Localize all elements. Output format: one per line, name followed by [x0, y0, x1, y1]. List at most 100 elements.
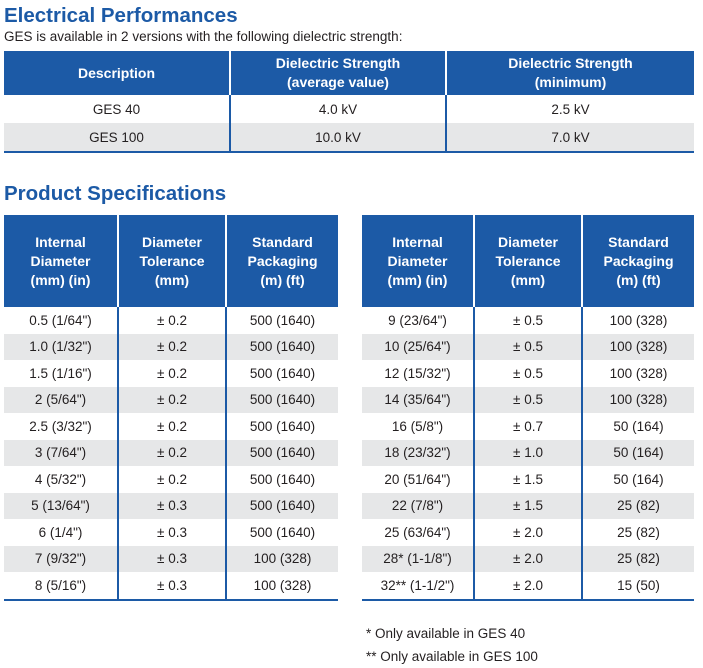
footnotes: * Only available in GES 40 ** Only avail…: [366, 622, 538, 668]
table-cell: 500 (1640): [225, 492, 338, 519]
table-header-row: Internal Diameter (mm) (in) Diameter Tol…: [362, 215, 694, 307]
table-cell: ± 0.2: [117, 307, 226, 334]
table-row: 20 (51/64") ± 1.5 50 (164): [362, 466, 694, 493]
table-cell: 0.5 (1/64"): [29, 312, 92, 328]
table-row: 0.5 (1/64") ± 0.2 500 (1640): [4, 307, 338, 334]
table-cell: GES 100: [4, 123, 230, 153]
table-cell: ± 0.3: [117, 492, 226, 519]
table-cell: 500 (1640): [225, 439, 338, 466]
table-cell: ± 0.3: [117, 572, 226, 601]
table-cell: 500 (1640): [225, 386, 338, 413]
table-cell: 16 (5/8"): [391, 418, 444, 434]
column-header: Standard Packaging (m) (ft): [225, 215, 338, 307]
table-cell: 12 (15/32"): [384, 365, 451, 381]
table-row: 1.5 (1/16") ± 0.2 500 (1640): [4, 360, 338, 387]
table-cell: 22 (7/8"): [362, 492, 474, 519]
table-cell: ± 2.0: [473, 572, 582, 601]
column-header: Dielectric Strength (minimum): [445, 51, 694, 95]
table-cell: 500 (1640): [225, 466, 338, 493]
table-row: 7 (9/32") ± 0.3 100 (328): [4, 545, 338, 572]
table-cell: 500 (1640): [225, 413, 338, 440]
table-cell: 32** (1-1/2"): [362, 572, 474, 601]
table-cell: 100 (328): [581, 360, 694, 387]
table-cell: ± 0.5: [473, 360, 582, 387]
table-cell: ± 1.5: [473, 466, 582, 493]
table-cell: ± 0.2: [117, 386, 226, 413]
table-cell: ± 2.0: [473, 519, 582, 546]
table-row: 8 (5/16") ± 0.3 100 (328): [4, 572, 338, 601]
table-cell: ± 0.2: [117, 466, 226, 493]
dielectric-strength-table: Description Dielectric Strength (average…: [4, 51, 694, 153]
table-cell: 500 (1640): [225, 360, 338, 387]
table-row: 5 (13/64") ± 0.3 500 (1640): [4, 492, 338, 519]
table-row: 25 (63/64") ± 2.0 25 (82): [362, 519, 694, 546]
electrical-subtitle: GES is available in 2 versions with the …: [4, 29, 403, 44]
table-cell: 500 (1640): [225, 333, 338, 360]
table-row: GES 100 10.0 kV 7.0 kV: [4, 123, 694, 153]
column-header: Description: [4, 51, 230, 95]
table-row: 1.0 (1/32") ± 0.2 500 (1640): [4, 333, 338, 360]
table-row: 10 (25/64") ± 0.5 100 (328): [362, 333, 694, 360]
table-header-row: Internal Diameter (mm) (in) Diameter Tol…: [4, 215, 338, 307]
table-cell: 10 (25/64"): [362, 333, 474, 360]
table-cell: GES 40: [92, 101, 141, 117]
table-row: 16 (5/8") ± 0.7 50 (164): [362, 413, 694, 440]
table-cell: 100 (328): [225, 545, 338, 572]
table-cell: ± 0.2: [117, 333, 226, 360]
electrical-performances-title: Electrical Performances: [4, 4, 238, 27]
table-cell: 28* (1-1/8"): [362, 545, 474, 572]
table-cell: ± 1.5: [473, 492, 582, 519]
table-cell: 8 (5/16"): [4, 572, 118, 601]
column-header: Internal Diameter (mm) (in): [4, 215, 118, 307]
table-row: 14 (35/64") ± 0.5 100 (328): [362, 386, 694, 413]
table-cell: ± 1.0: [473, 439, 582, 466]
table-cell: ± 2.0: [473, 545, 582, 572]
table-row: 4 (5/32") ± 0.2 500 (1640): [4, 466, 338, 493]
product-specifications-title: Product Specifications: [4, 182, 227, 205]
table-row: 18 (23/32") ± 1.0 50 (164): [362, 439, 694, 466]
table-row: 3 (7/64") ± 0.2 500 (1640): [4, 439, 338, 466]
table-cell: 18 (23/32"): [362, 439, 474, 466]
table-cell: ± 0.7: [473, 413, 582, 440]
table-cell: ± 0.5: [473, 333, 582, 360]
column-header: Diameter Tolerance (mm): [117, 215, 226, 307]
table-row: 22 (7/8") ± 1.5 25 (82): [362, 492, 694, 519]
table-cell: 1.0 (1/32"): [4, 333, 118, 360]
table-cell: ± 0.2: [117, 413, 226, 440]
footnote: * Only available in GES 40: [366, 626, 526, 641]
column-header: Standard Packaging (m) (ft): [581, 215, 694, 307]
table-cell: 500 (1640): [225, 519, 338, 546]
table-cell: 14 (35/64"): [362, 386, 474, 413]
column-header: Diameter Tolerance (mm): [473, 215, 582, 307]
table-cell: 100 (328): [581, 307, 694, 334]
table-cell: 4.0 kV: [229, 95, 446, 123]
spec-table-right: Internal Diameter (mm) (in) Diameter Tol…: [362, 215, 694, 601]
table-cell: ± 0.5: [473, 307, 582, 334]
table-cell: 6 (1/4"): [38, 524, 83, 540]
table-cell: 5 (13/64"): [4, 492, 118, 519]
table-cell: ± 0.2: [117, 360, 226, 387]
table-cell: 15 (50): [581, 572, 694, 601]
table-cell: 25 (82): [581, 545, 694, 572]
table-cell: 10.0 kV: [229, 123, 446, 153]
table-cell: 100 (328): [225, 572, 338, 601]
table-row: GES 40 4.0 kV 2.5 kV: [4, 95, 694, 123]
table-row: 2 (5/64") ± 0.2 500 (1640): [4, 386, 338, 413]
table-cell: 50 (164): [581, 439, 694, 466]
table-row: 28* (1-1/8") ± 2.0 25 (82): [362, 545, 694, 572]
table-cell: 50 (164): [581, 413, 694, 440]
table-cell: 25 (82): [581, 519, 694, 546]
table-cell: 20 (51/64"): [384, 471, 451, 487]
table-row: 12 (15/32") ± 0.5 100 (328): [362, 360, 694, 387]
table-cell: 1.5 (1/16"): [29, 365, 92, 381]
table-cell: ± 0.2: [117, 439, 226, 466]
table-cell: ± 0.3: [117, 519, 226, 546]
spec-table-left: Internal Diameter (mm) (in) Diameter Tol…: [4, 215, 338, 601]
table-row: 2.5 (3/32") ± 0.2 500 (1640): [4, 413, 338, 440]
table-cell: 2.5 (3/32"): [29, 418, 92, 434]
table-cell: 2 (5/64"): [4, 386, 118, 413]
footnote: ** Only available in GES 100: [366, 649, 538, 664]
table-cell: 3 (7/64"): [4, 439, 118, 466]
table-cell: 100 (328): [581, 333, 694, 360]
table-cell: 4 (5/32"): [34, 471, 87, 487]
